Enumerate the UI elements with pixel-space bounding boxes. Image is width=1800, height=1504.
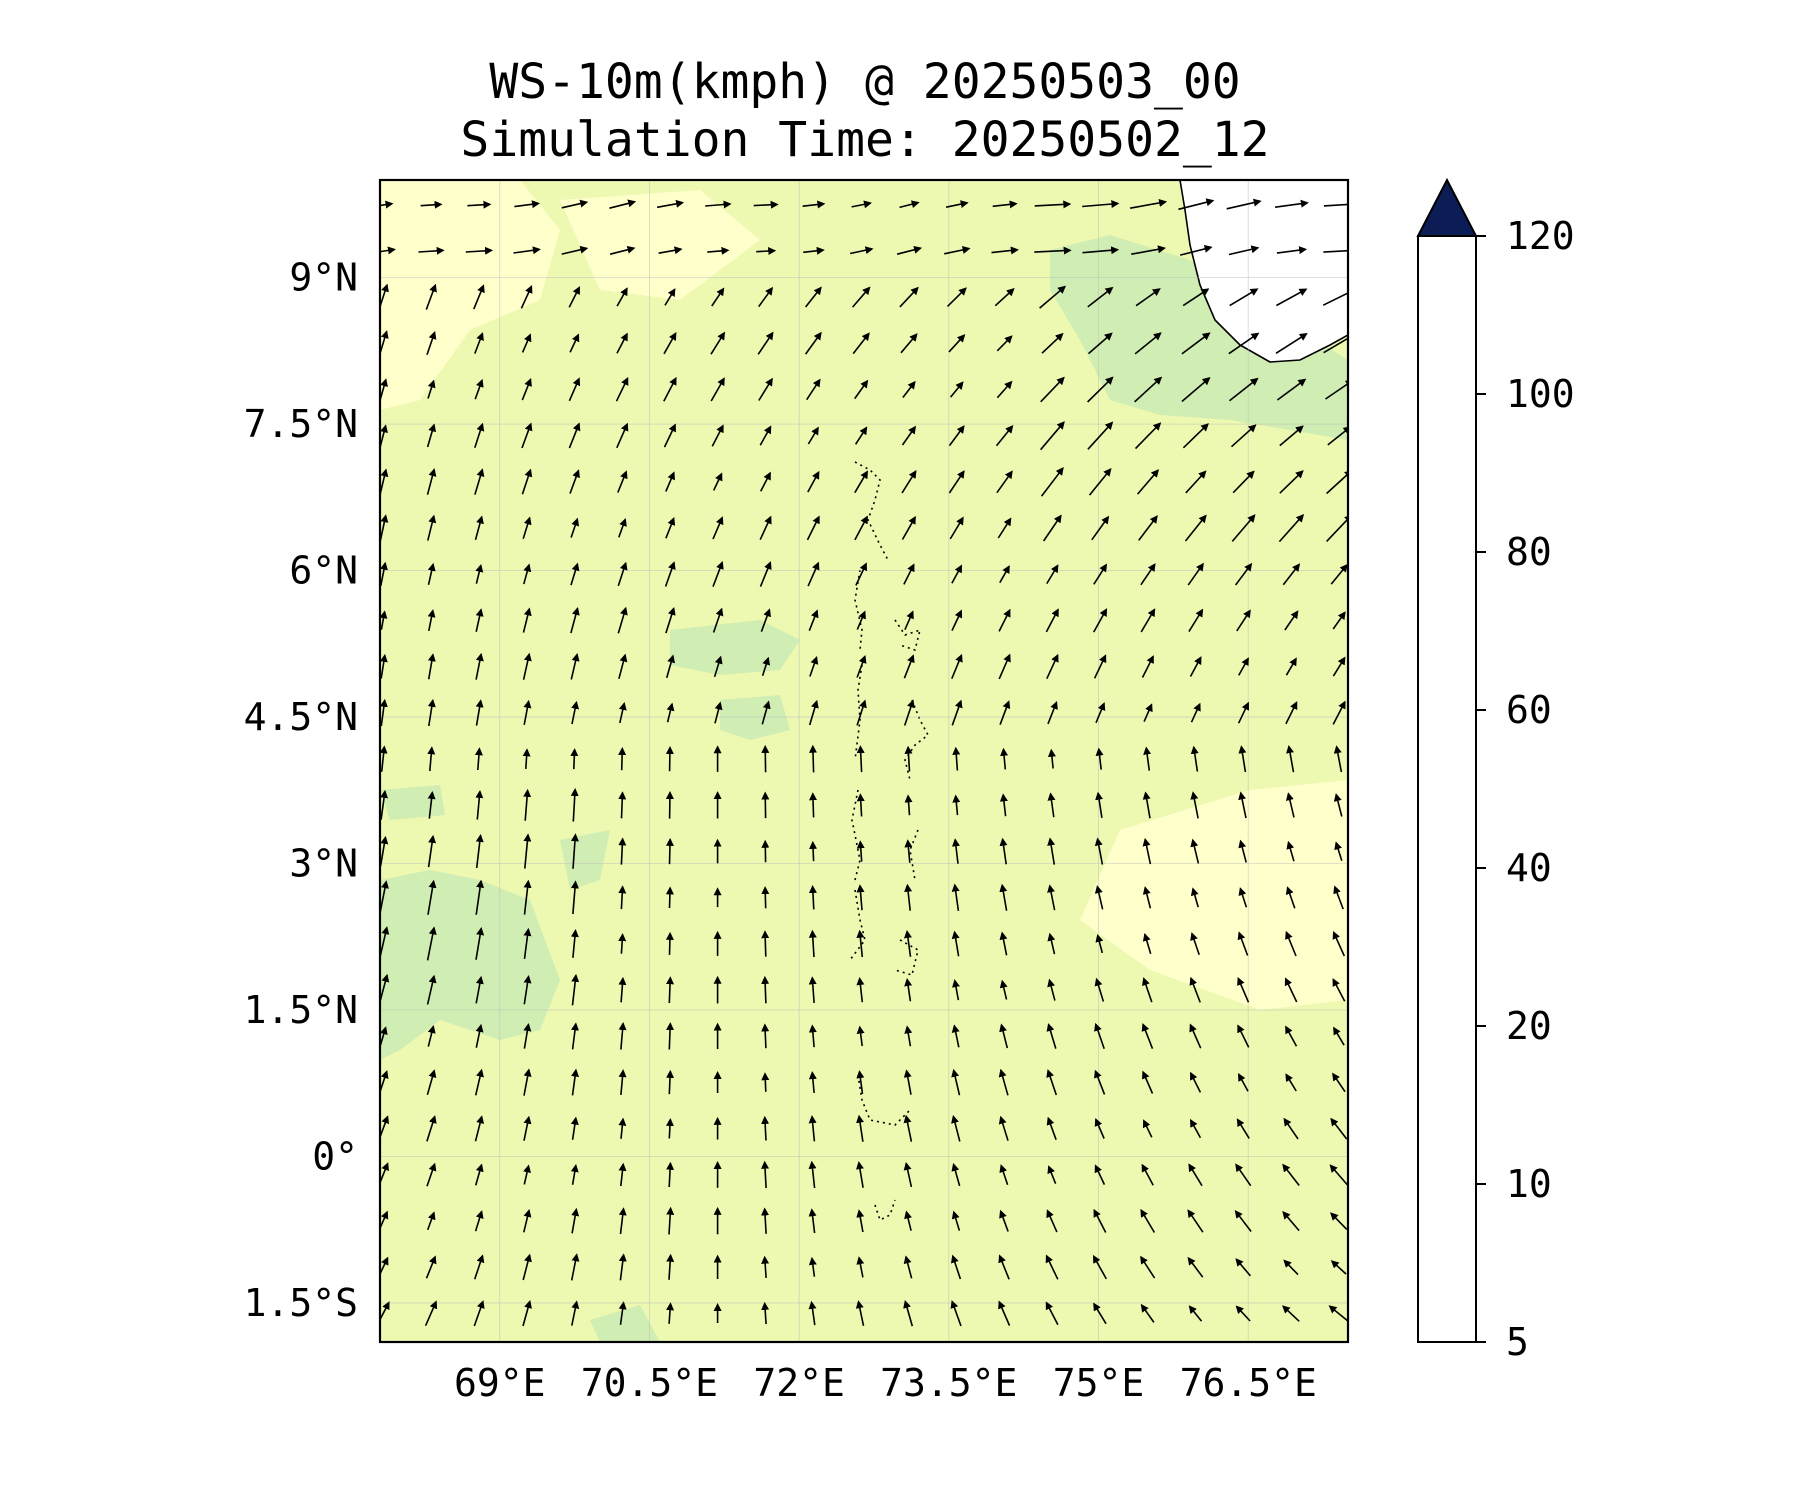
colorbar-tick-label: 100 bbox=[1506, 372, 1575, 416]
lat-tick-label: 0° bbox=[312, 1134, 358, 1178]
lat-tick-label: 1.5°S bbox=[244, 1281, 358, 1325]
colorbar-tick-label: 120 bbox=[1506, 214, 1575, 258]
wind-arrow bbox=[765, 1074, 766, 1092]
lat-tick-label: 6°N bbox=[289, 549, 358, 593]
wind-arrow bbox=[669, 978, 670, 1003]
colorbar-tick-label: 10 bbox=[1506, 1162, 1552, 1206]
lat-tick-label: 3°N bbox=[289, 842, 358, 886]
wind-arrow bbox=[670, 840, 671, 865]
lat-tick-label: 9°N bbox=[289, 256, 358, 300]
map-subtitle: Simulation Time: 20250502_12 bbox=[0, 112, 1730, 168]
colorbar-tick-label: 60 bbox=[1506, 688, 1552, 732]
colorbar-tick-label: 20 bbox=[1506, 1004, 1552, 1048]
lat-tick-label: 7.5°N bbox=[244, 402, 358, 446]
wind-arrow bbox=[670, 934, 671, 955]
colorbar-tick-label: 5 bbox=[1506, 1320, 1529, 1364]
colorbar-tick-label: 80 bbox=[1506, 530, 1552, 574]
lon-tick-label: 75°E bbox=[1053, 1361, 1145, 1405]
wind-arrow bbox=[1329, 1352, 1350, 1367]
wind-arrow bbox=[765, 888, 766, 909]
wind-arrow bbox=[426, 1349, 437, 1372]
latitude-ticks: 9°N 7.5°N 6°N 4.5°N 3°N 1.5°N 0° 1.5°S bbox=[244, 256, 358, 1325]
wind-arrow bbox=[765, 978, 766, 1004]
wind-arrow bbox=[670, 888, 671, 908]
colorbar-tick-label: 40 bbox=[1506, 846, 1552, 890]
wind-arrow bbox=[813, 746, 814, 772]
lon-tick-label: 72°E bbox=[753, 1361, 845, 1405]
map-title: WS-10m(kmph) @ 20250503_00 bbox=[0, 54, 1730, 110]
colorbar-frame bbox=[1418, 236, 1476, 1342]
speed-fill-layer bbox=[372, 180, 1355, 1373]
lon-tick-label: 76.5°E bbox=[1180, 1361, 1317, 1405]
lon-tick-label: 73.5°E bbox=[880, 1361, 1017, 1405]
lat-tick-label: 1.5°N bbox=[244, 988, 358, 1032]
wind-arrow bbox=[765, 932, 766, 957]
wind-arrow bbox=[756, 251, 774, 252]
lon-tick-label: 70.5°E bbox=[581, 1361, 718, 1405]
wind-arrow bbox=[572, 1351, 576, 1370]
wind-arrow bbox=[574, 750, 575, 769]
wind-arrow bbox=[622, 749, 623, 771]
colorbar: 5 10 20 40 60 80 100 120 bbox=[1418, 180, 1575, 1364]
longitude-ticks: 69°E 70.5°E 72°E 73.5°E 75°E 76.5°E bbox=[454, 1361, 1317, 1405]
fresh-wind-region bbox=[380, 785, 445, 820]
wind-arrow bbox=[813, 843, 814, 862]
wind-arrow bbox=[622, 793, 623, 818]
wind-arrow bbox=[669, 1024, 670, 1050]
wind-arrow bbox=[765, 1025, 766, 1048]
lat-tick-label: 4.5°N bbox=[244, 695, 358, 739]
wind-arrow bbox=[669, 1072, 670, 1095]
wind-arrow bbox=[669, 1120, 670, 1139]
wind-arrow bbox=[377, 1349, 390, 1372]
wind-arrow bbox=[858, 1347, 864, 1372]
wind-arrow bbox=[813, 794, 814, 818]
colorbar-extend-arrow bbox=[1418, 180, 1476, 236]
lon-tick-label: 69°E bbox=[454, 1361, 546, 1405]
